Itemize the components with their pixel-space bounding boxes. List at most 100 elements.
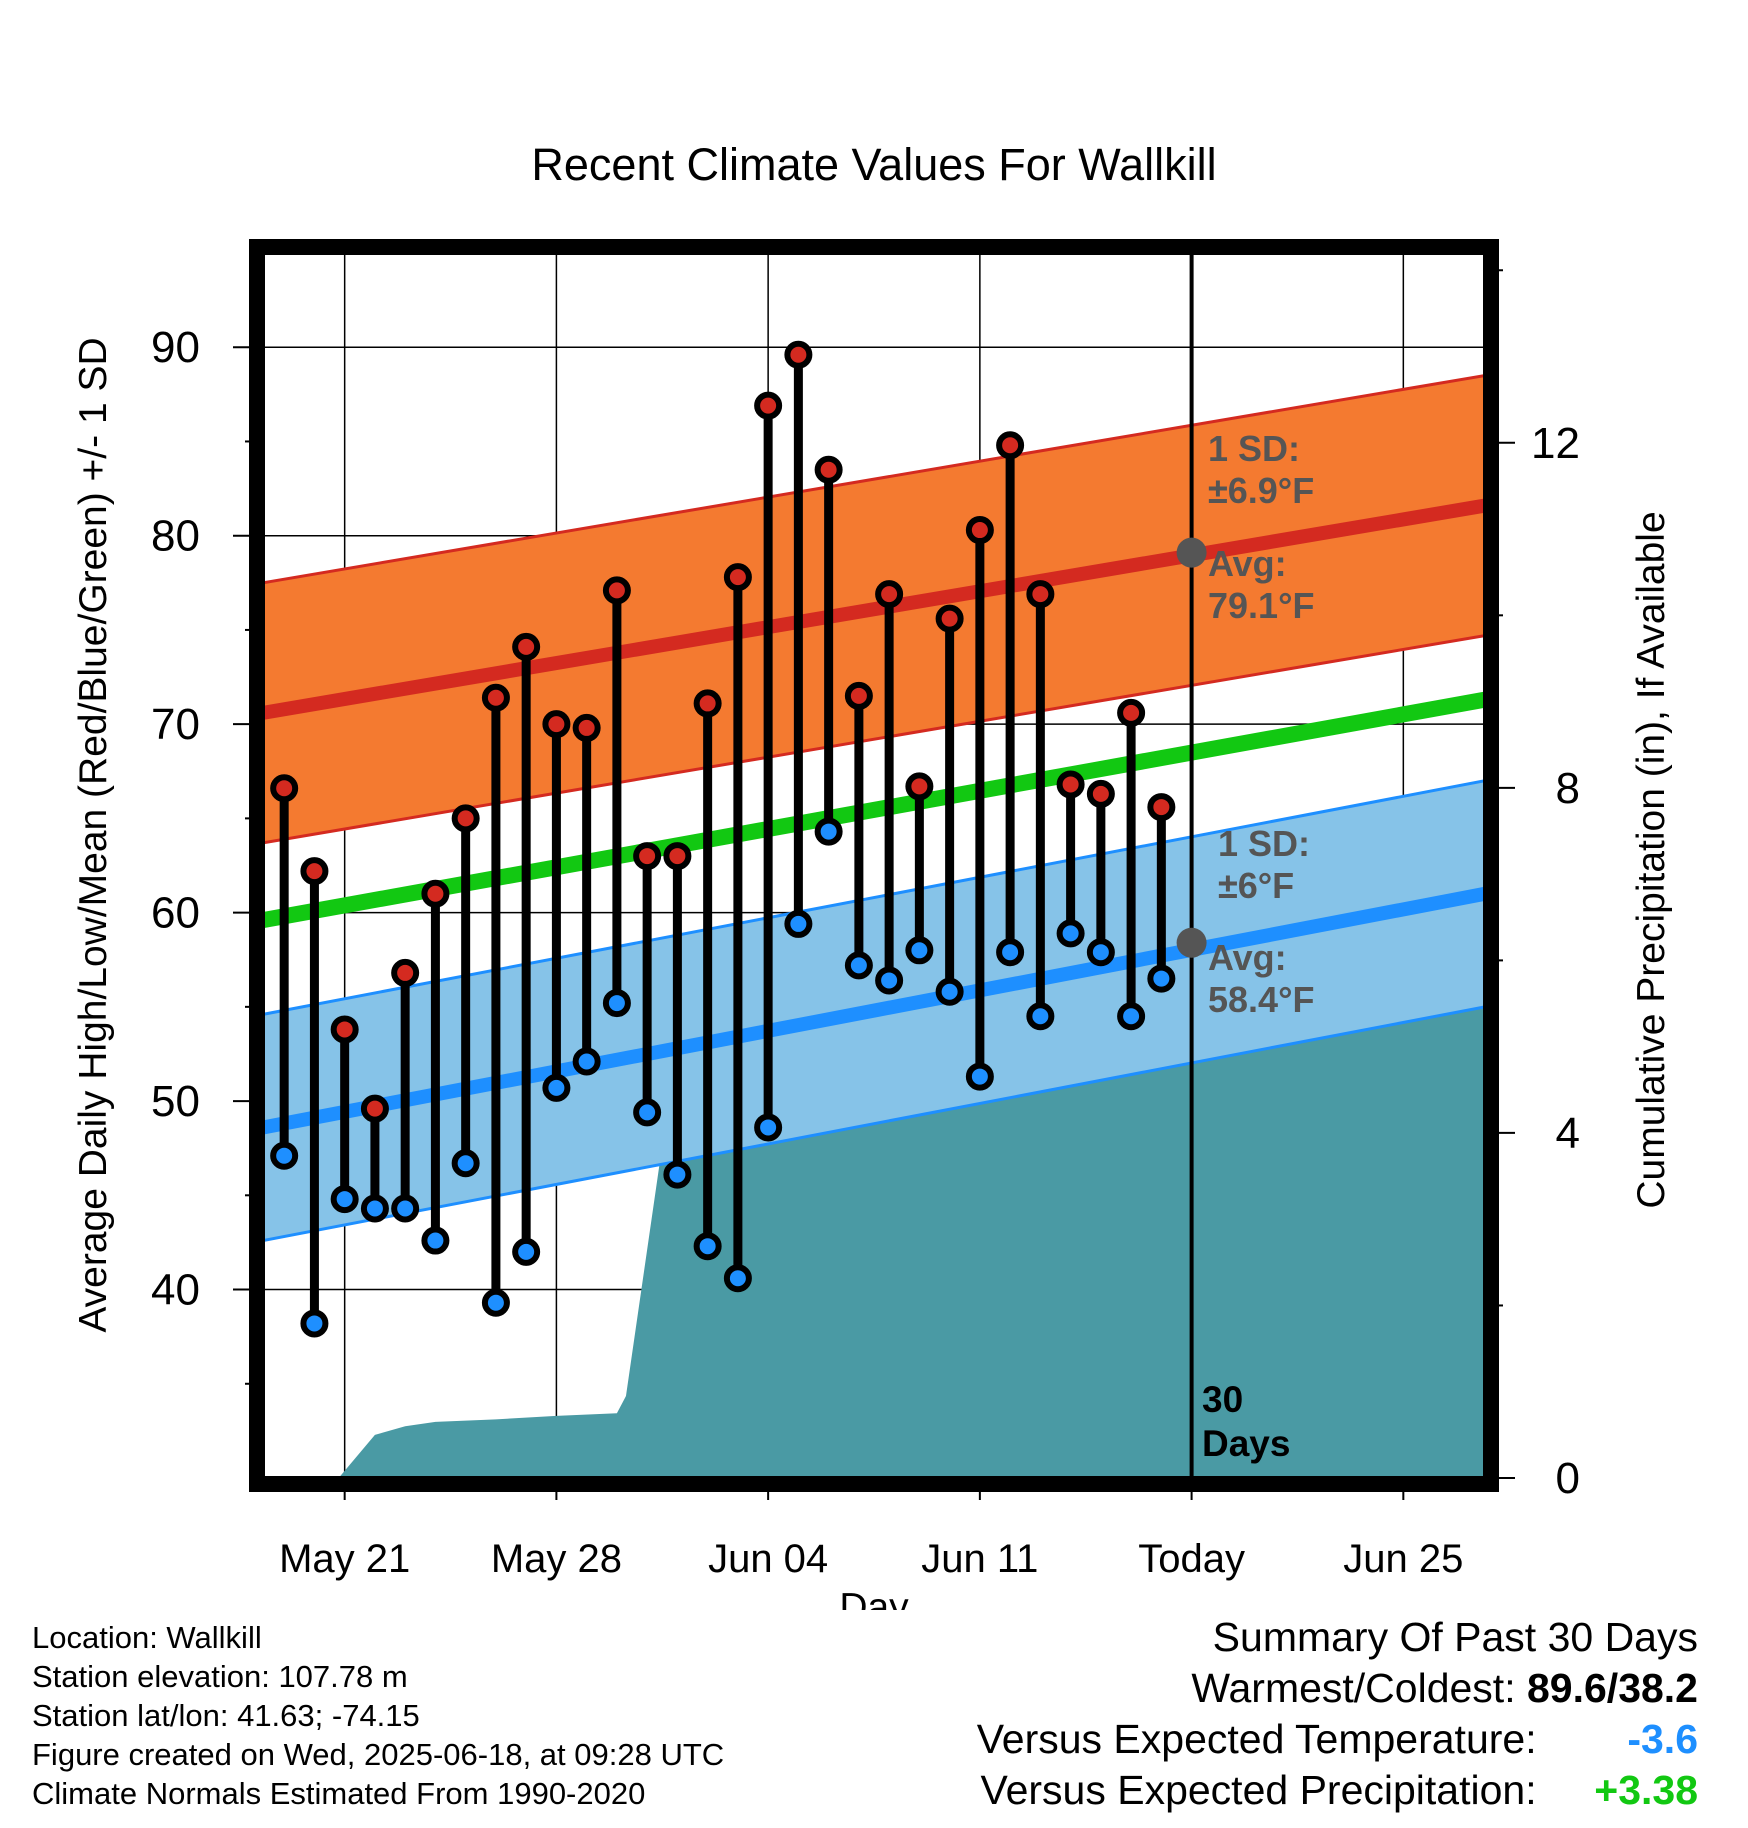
warmest-value: 89.6/38.2 [1527,1665,1698,1711]
daily-low-point [421,1226,450,1255]
elevation-text: Station elevation: 107.78 m [32,1659,408,1694]
y2-tick-label: 8 [1556,764,1580,813]
daily-high-point [300,857,329,886]
y-tick-label: 90 [151,323,200,372]
daily-low-point [330,1185,359,1214]
latlon-text: Station lat/lon: 41.63; -74.15 [32,1698,420,1733]
location-text: Location: Wallkill [32,1620,262,1655]
daily-low-point [512,1237,541,1266]
daily-high-point [391,958,420,987]
summary-panel: Summary Of Past 30 Days Warmest/Coldest:… [977,1612,1698,1816]
daily-high-point [754,391,783,420]
station-metadata: Location: Wallkill Station elevation: 10… [32,1618,724,1813]
daily-high-point [996,431,1025,460]
daily-high-point [723,563,752,592]
x-tick-label: Today [1138,1537,1245,1581]
daily-high-point [602,576,631,605]
low-avg-annotation: Avg: 58.4°F [1208,937,1314,1020]
daily-low-point [300,1309,329,1338]
daily-low-point [814,817,843,846]
daily-high-point [572,713,601,742]
x-tick-label: May 21 [279,1537,410,1581]
climate-chart: Recent Climate Values For Wallkill Avera… [72,139,1673,1610]
daily-high-point [512,632,541,661]
daily-low-point [1056,919,1085,948]
daily-low-point [1117,1002,1146,1031]
high-sd-annotation: 1 SD: ±6.9°F [1208,428,1314,511]
daily-low-point [693,1232,722,1261]
x-axis-label: Day [839,1586,909,1610]
x-tick-label: Jun 11 [921,1537,1038,1581]
daily-high-point [451,804,480,833]
y2-tick-label: 4 [1556,1109,1580,1158]
daily-low-point [451,1149,480,1178]
temp-label: Versus Expected Temperature: [976,1716,1537,1762]
summary-warmest-row: Warmest/Coldest: 89.6/38.2 [977,1663,1698,1714]
daily-low-point [602,989,631,1018]
daily-low-point [965,1062,994,1091]
daily-high-point [663,842,692,871]
daily-low-point [360,1194,389,1223]
y-axis-label: Average Daily High/Low/Mean (Red/Blue/Gr… [72,337,115,1332]
plot-frame [249,239,1499,1492]
daily-high-point [360,1094,389,1123]
daily-high-point [1117,698,1146,727]
daily-high-point [905,772,934,801]
daily-high-point [814,455,843,484]
precip-value: +3.38 [1594,1767,1698,1813]
daily-low-point [481,1288,510,1317]
y-tick-label: 70 [151,700,200,749]
y-tick-label: 40 [151,1266,200,1315]
daily-low-point [633,1098,662,1127]
low-sd-annotation: 1 SD: ±6°F [1218,823,1310,906]
daily-high-point [481,683,510,712]
today-high-avg-marker [1176,537,1207,568]
daily-high-point [844,681,873,710]
x-tick-label: May 28 [491,1537,622,1581]
y2-tick-label: 0 [1556,1454,1580,1503]
daily-low-point [723,1264,752,1293]
normals-text: Climate Normals Estimated From 1990-2020 [32,1776,646,1811]
summary-temp-row: Versus Expected Temperature: -3.6 [977,1714,1698,1765]
daily-low-point [1147,964,1176,993]
daily-low-point [1086,938,1115,967]
daily-low-point [875,966,904,995]
daily-high-point [1026,580,1055,609]
summary-heading: Summary Of Past 30 Days [1212,1614,1698,1660]
days-label: 30 Days [1202,1379,1290,1464]
daily-low-point [784,909,813,938]
daily-low-point [572,1047,601,1076]
daily-low-point [844,951,873,980]
daily-high-point [330,1015,359,1044]
temp-value: -3.6 [1627,1716,1698,1762]
y-tick-label: 60 [151,889,200,938]
high-avg-annotation: Avg: 79.1°F [1208,543,1314,626]
daily-high-point [784,340,813,369]
daily-high-point [935,604,964,633]
daily-low-point [1026,1002,1055,1031]
y-tick-label: 50 [151,1077,200,1126]
daily-low-point [905,936,934,965]
daily-low-point [542,1073,571,1102]
daily-high-point [875,580,904,609]
x-tick-label: Jun 04 [708,1537,828,1581]
y2-axis-label: Cumulative Precipitation (in), If Availa… [1630,511,1673,1208]
daily-high-point [270,774,299,803]
precip-label: Versus Expected Precipitation: [980,1767,1537,1813]
daily-high-point [1147,793,1176,822]
daily-high-point [421,879,450,908]
daily-high-point [965,516,994,545]
y2-tick-label: 12 [1531,419,1580,468]
daily-low-point [391,1194,420,1223]
today-low-avg-marker [1176,927,1207,958]
daily-low-point [663,1160,692,1189]
daily-low-point [996,938,1025,967]
warmest-label: Warmest/Coldest: [1191,1665,1516,1711]
daily-low-point [935,977,964,1006]
daily-low-point [270,1141,299,1170]
y-tick-label: 80 [151,512,200,561]
daily-high-point [542,710,571,739]
normal-high-line [261,498,1487,720]
daily-high-point [693,689,722,718]
created-text: Figure created on Wed, 2025-06-18, at 09… [32,1737,725,1772]
